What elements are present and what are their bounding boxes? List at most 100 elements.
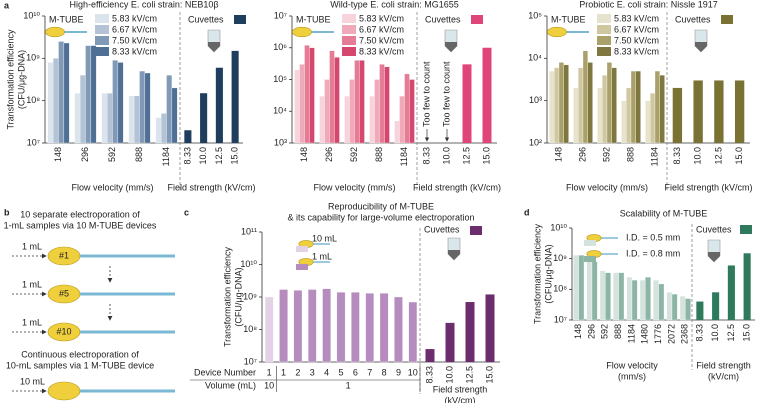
device-body [547,26,567,38]
legend-swatch [597,14,611,23]
y-tick-label: 10⁹ [553,253,567,263]
x-axis-label: Field strength [433,384,488,394]
device-body [47,381,81,401]
device-body [47,284,81,304]
y-axis-label: (CFU/μg-DNA) [233,267,243,326]
device-label: #10 [56,326,71,336]
bar [79,75,86,144]
x-tick-label: 888 [625,147,635,162]
legend-label: 5.83 kV/cm [112,13,157,23]
legend-swatch [342,47,356,56]
bar [404,73,410,144]
chart-title: & its capability for large-volume electr… [287,212,474,222]
x-tick-label: 7 [367,367,372,377]
x-tick-label: 12.5 [464,366,474,384]
bar [379,64,385,144]
cuvette-bar [743,253,751,320]
bar [631,279,638,321]
bar [139,70,146,144]
bar [554,67,560,144]
bar [374,79,380,144]
bar [144,72,151,144]
cuvette-bar [693,80,703,143]
cuvette-bar [465,302,475,362]
legend-label: 6.67 kV/cm [112,24,157,34]
x-axis-label: (kV/cm) [445,395,476,403]
y-axis-label: (CFU/μg-DNA) [543,244,553,303]
legend-label: 7.50 kV/cm [359,35,404,45]
legend-swatch [95,36,109,45]
y-axis-label: Transformation efficiency [532,223,542,324]
bar [399,95,405,144]
x-tick-label: 148 [573,324,583,339]
x-tick-label: 296 [586,324,596,339]
y-tick-label: 10⁷ [554,314,567,324]
chart-title: Reproducibility of M-TUBE [328,201,434,211]
bar [171,87,178,144]
y-tick-label: 10² [529,137,542,147]
legend-swatch [471,15,483,24]
x-tick-label: 15.0 [742,324,752,342]
bar [344,95,350,144]
device-body [47,246,81,266]
bar [573,87,579,144]
bar [613,272,619,321]
legend-label: 8.33 kV/cm [614,46,659,56]
legend-swatch [296,246,308,252]
y-tick-label: 10⁵ [273,74,287,84]
x-tick-label: 10.0 [444,366,454,384]
x-tick-label: 8.33 [672,147,682,165]
x-axis-label: Flow velocity (mm/s) [313,182,395,192]
legend-label: 7.50 kV/cm [614,35,659,45]
x-axis-label: Field strength (kV/cm) [413,182,501,192]
bar [394,120,400,144]
cuvette-bar [696,301,704,320]
y-tick-label: 10¹¹ [241,226,257,236]
bar [578,67,584,144]
x-tick-label: 8 [382,367,387,377]
x-axis-label: (kV/cm) [708,371,739,381]
cuvette-bar [672,87,683,143]
y-tick-label: 10³ [529,95,542,105]
bar [365,293,374,363]
cuvette-bar [712,292,720,320]
x-tick-label: 15.0 [734,147,744,165]
legend-swatch [296,264,308,270]
bar [117,62,124,144]
cuvette-base [208,42,220,52]
x-tick-label: 5 [338,367,343,377]
bar [160,113,167,144]
caption: 10-mL samples via 1 M-TUBE device [6,360,154,370]
legend-label: 8.33 kV/cm [359,46,404,56]
x-tick-label: 10.0 [710,324,720,342]
x-tick-label: 1480 [640,324,650,344]
x-tick-label: 8.33 [424,366,434,384]
bar [90,45,97,144]
caption: 10 separate electroporation of [20,209,140,219]
x-tick-label: 1 [267,367,272,377]
device-body [47,322,81,342]
x-tick-label: 10.0 [441,147,451,165]
annotation: Too few to count [441,61,451,127]
legend-label: Cuvettes [675,14,711,24]
x-tick-label: 296 [80,147,90,162]
x-tick-label: 888 [613,324,623,339]
bar [635,70,641,144]
legend-swatch [597,47,611,56]
cuvette-bar [445,322,455,362]
legend-label: 8.33 kV/cm [112,46,157,56]
bar [166,75,173,144]
y-tick-label: 10³ [274,137,287,147]
x-tick-label: 1776 [653,324,663,344]
legend-label: Cuvettes [696,224,732,234]
cuvette-bar [200,93,208,143]
x-tick-label: 592 [601,147,611,162]
x-axis-label: Flow velocity [606,360,658,370]
x-tick-label: 8.33 [182,147,192,165]
bar [653,279,659,321]
bar [659,75,665,144]
bar [408,301,418,363]
row-header: Volume (mL) [205,380,256,390]
x-tick-label: 12.5 [461,147,471,165]
legend-label: 1 mL [312,251,332,261]
